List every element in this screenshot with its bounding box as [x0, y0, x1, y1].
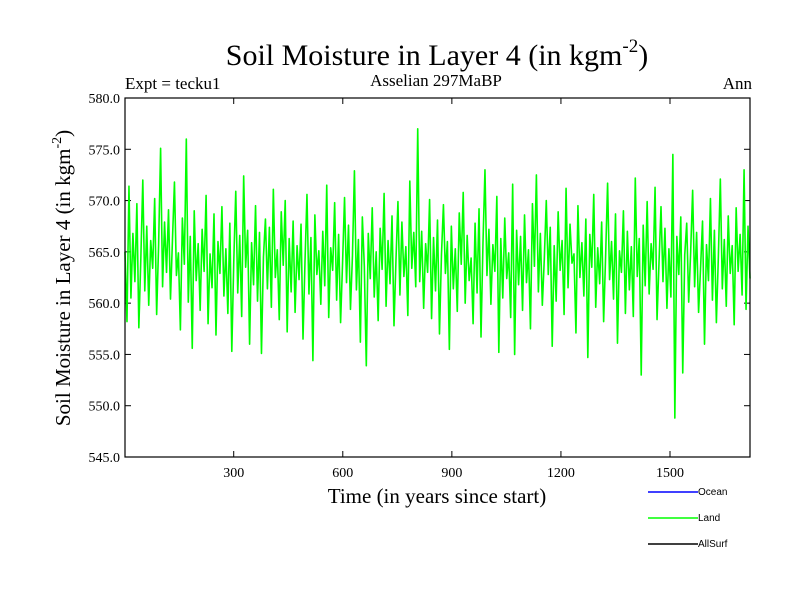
y-axis-label-close: ): [51, 130, 75, 137]
y-tick-label: 565.0: [89, 246, 121, 261]
x-axis-ticks: 300 600 900 1200 1500: [223, 98, 684, 481]
series-line-land: [124, 127, 751, 419]
y-axis-label: Soil Moisture in Layer 4 (in kgm-2): [50, 130, 75, 426]
season-label: Ann: [723, 74, 753, 93]
legend-item-land: Land: [648, 513, 720, 524]
legend: Ocean Land AllSurf: [648, 487, 728, 550]
y-axis-label-superscript: -2: [50, 137, 65, 149]
y-axis-label-main: Soil Moisture in Layer 4 (in kgm: [51, 149, 75, 427]
legend-item-ocean: Ocean: [648, 487, 727, 498]
x-tick-label: 1200: [547, 466, 575, 481]
series-layer: [124, 127, 751, 419]
y-tick-label: 545.0: [89, 451, 121, 466]
chart-title-superscript: -2: [622, 36, 638, 57]
chart-title: Soil Moisture in Layer 4 (in kgm-2): [226, 36, 648, 72]
y-tick-label: 575.0: [89, 143, 121, 158]
x-axis-label: Time (in years since start): [328, 484, 547, 508]
x-tick-label: 300: [223, 466, 244, 481]
legend-label-land: Land: [698, 513, 720, 524]
plot-frame: [124, 97, 751, 458]
chart-title-main: Soil Moisture in Layer 4 (in kgm: [226, 39, 623, 72]
x-tick-label: 600: [332, 466, 353, 481]
period-label: Asselian 297MaBP: [370, 71, 502, 90]
legend-label-allsurf: AllSurf: [698, 539, 728, 550]
y-tick-label: 560.0: [89, 297, 121, 312]
x-tick-label: 900: [441, 466, 462, 481]
y-tick-label: 570.0: [89, 195, 121, 210]
legend-item-allsurf: AllSurf: [648, 539, 728, 550]
y-axis-ticks: 545.0 550.0 555.0 560.0 565.0 570.0 575.0 580.0: [89, 92, 750, 466]
experiment-label: Expt = tecku1: [125, 74, 221, 93]
y-tick-label: 550.0: [89, 400, 121, 415]
legend-label-ocean: Ocean: [698, 487, 727, 498]
x-tick-label: 1500: [656, 466, 684, 481]
y-tick-label: 555.0: [89, 348, 121, 363]
chart-title-close: ): [638, 39, 648, 72]
y-tick-label: 580.0: [89, 92, 121, 107]
